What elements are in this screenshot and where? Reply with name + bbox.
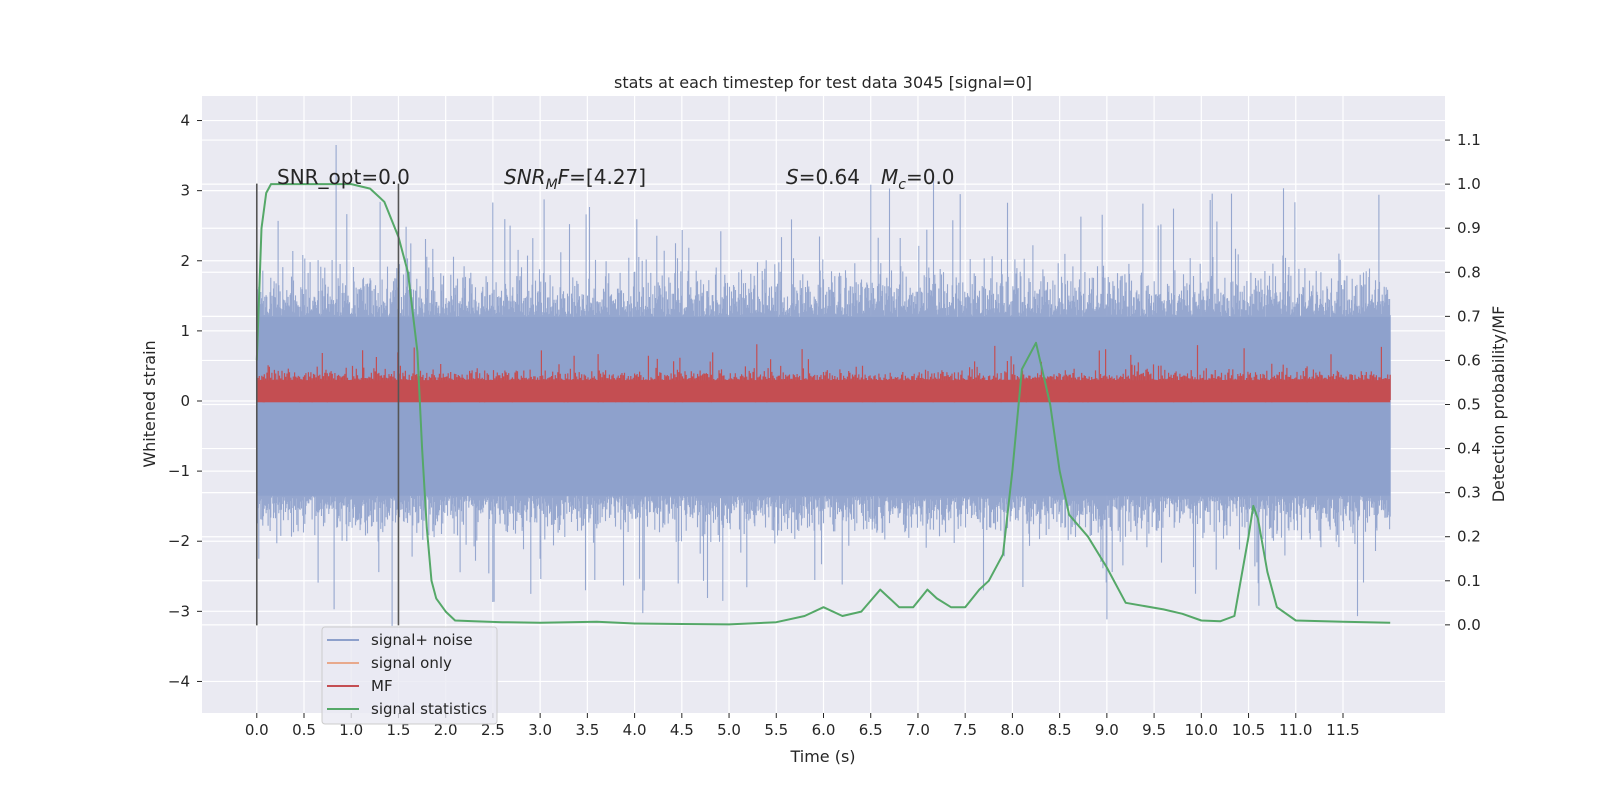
snr-mf-symbol: SNR <box>504 165 546 189</box>
s-value: =0.64 <box>799 165 860 189</box>
y-right-tick-label: 0.5 <box>1457 396 1481 414</box>
x-axis-ticks: 0.0 0.5 1.0 1.5 2.0 2.5 3.0 3.5 4.0 4.5 5.0 5.5 6.0 6… <box>245 713 1360 739</box>
x-tick-label: 5.5 <box>764 721 788 739</box>
x-tick-label: 2.5 <box>481 721 505 739</box>
annotations: SNR_opt=0.0 SNRMF=[4.27] S=0.64 Mc=0.0 <box>277 165 955 193</box>
mc-subscript: c <box>898 177 906 193</box>
x-tick-label: 0.5 <box>292 721 316 739</box>
x-tick-label: 5.0 <box>717 721 741 739</box>
y-right-tick-label: 1.1 <box>1457 131 1481 149</box>
y-right-tick-label: 0.1 <box>1457 572 1481 590</box>
y-right-tick-label: 0.0 <box>1457 616 1481 634</box>
snr-mf-subscript: M <box>546 177 558 193</box>
y-left-tick-label: −4 <box>168 672 190 690</box>
x-tick-label: 1.5 <box>387 721 411 739</box>
y-right-tick-label: 0.6 <box>1457 351 1481 369</box>
series-signal-noise-band <box>256 316 1391 496</box>
legend-label-signal-only: signal only <box>371 654 452 672</box>
legend-label-signal-noise: signal+ noise <box>371 631 473 649</box>
mc-value: =0.0 <box>906 165 955 189</box>
annotation-mc: Mc=0.0 <box>881 165 955 193</box>
y-left-tick-label: −3 <box>168 602 190 620</box>
x-tick-label: 4.5 <box>670 721 694 739</box>
x-tick-label: 9.5 <box>1142 721 1166 739</box>
y-left-tick-label: −1 <box>168 462 190 480</box>
y-left-tick-label: 3 <box>180 182 190 200</box>
x-tick-label: 6.5 <box>859 721 883 739</box>
legend: signal+ noise signal only MF signal stat… <box>321 626 498 725</box>
y-right-tick-label: 0.4 <box>1457 440 1481 458</box>
snr-mf-mid: F <box>558 165 570 189</box>
snr-mf-value: =[4.27] <box>569 165 646 189</box>
legend-label-signal-statistics: signal statistics <box>371 700 487 718</box>
y-left-tick-label: −2 <box>168 532 190 550</box>
legend-box <box>321 626 498 725</box>
mc-symbol: M <box>881 165 898 189</box>
window-markers <box>255 183 400 626</box>
series-mf-band <box>256 380 1391 403</box>
x-tick-label: 7.5 <box>953 721 977 739</box>
y-right-tick-label: 0.3 <box>1457 484 1481 502</box>
x-tick-label: 10.5 <box>1232 721 1265 739</box>
x-tick-label: 11.5 <box>1326 721 1359 739</box>
x-axis-label: Time (s) <box>789 747 855 766</box>
left-y-axis-label: Whitened strain <box>140 340 159 467</box>
y-left-tick-label: 0 <box>180 392 190 410</box>
chart-title: stats at each timestep for test data 304… <box>614 73 1032 92</box>
y-left-tick-label: 1 <box>180 322 190 340</box>
left-y-axis-ticks: 4 3 2 1 0 −1 −2 −3 −4 <box>168 112 202 690</box>
annotation-snr-opt: SNR_opt=0.0 <box>277 165 410 189</box>
y-right-tick-label: 0.7 <box>1457 307 1481 325</box>
right-y-axis-ticks: 1.1 1.0 0.9 0.8 0.7 0.6 0.5 0.4 0.3 0.2 0.1 0.0 <box>1445 131 1481 634</box>
y-left-tick-label: 2 <box>180 252 190 270</box>
x-tick-label: 9.0 <box>1095 721 1119 739</box>
x-tick-label: 6.0 <box>812 721 836 739</box>
y-right-tick-label: 0.9 <box>1457 219 1481 237</box>
x-tick-label: 4.0 <box>623 721 647 739</box>
x-tick-label: 0.0 <box>245 721 269 739</box>
x-tick-label: 3.5 <box>575 721 599 739</box>
x-tick-label: 2.0 <box>434 721 458 739</box>
series-signal-statistics <box>255 183 1391 626</box>
y-left-tick-label: 4 <box>180 112 190 130</box>
annotation-s: S=0.64 <box>786 165 860 189</box>
x-tick-label: 3.0 <box>528 721 552 739</box>
annotation-snr-mf: SNRMF=[4.27] <box>504 165 646 193</box>
y-right-tick-label: 1.0 <box>1457 175 1481 193</box>
y-right-tick-label: 0.2 <box>1457 528 1481 546</box>
x-tick-label: 10.0 <box>1185 721 1218 739</box>
right-y-axis-label: Detection probability/MF <box>1489 306 1508 503</box>
x-tick-label: 8.0 <box>1000 721 1024 739</box>
x-tick-label: 8.5 <box>1048 721 1072 739</box>
x-tick-label: 7.0 <box>906 721 930 739</box>
x-tick-label: 1.0 <box>339 721 363 739</box>
chart-marks <box>255 145 1391 626</box>
s-symbol: S <box>786 165 799 189</box>
x-tick-label: 11.0 <box>1279 721 1312 739</box>
legend-label-mf: MF <box>371 677 393 695</box>
y-right-tick-label: 0.8 <box>1457 263 1481 281</box>
